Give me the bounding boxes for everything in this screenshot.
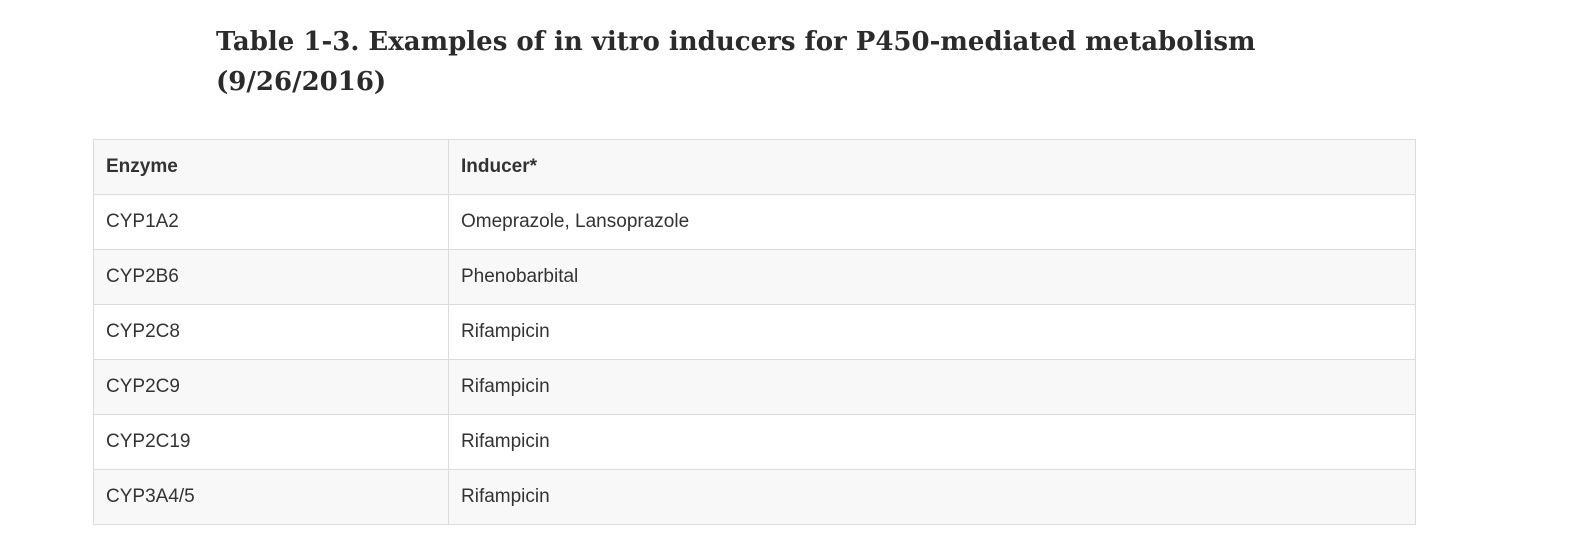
table-row: CYP2B6 Phenobarbital xyxy=(93,249,1416,305)
column-header-inducer: Inducer* xyxy=(448,139,1416,195)
table-row: CYP2C8 Rifampicin xyxy=(93,304,1416,360)
inducer-cell: Omeprazole, Lansoprazole xyxy=(448,194,1416,250)
inducer-cell: Rifampicin xyxy=(448,414,1416,470)
enzyme-cell: CYP1A2 xyxy=(93,194,449,250)
inducer-cell: Rifampicin xyxy=(448,469,1416,525)
table-row: CYP3A4/5 Rifampicin xyxy=(93,469,1416,525)
table-row: CYP2C9 Rifampicin xyxy=(93,359,1416,415)
enzyme-cell: CYP2B6 xyxy=(93,249,449,305)
inducers-table: Enzyme Inducer* CYP1A2 Omeprazole, Lanso… xyxy=(93,139,1416,525)
enzyme-cell: CYP2C8 xyxy=(93,304,449,360)
header-row: Enzyme Inducer* xyxy=(93,139,1416,195)
table-caption: Table 1-3. Examples of in vitro inducers… xyxy=(216,27,1256,97)
table-row: CYP2C19 Rifampicin xyxy=(93,414,1416,470)
enzyme-cell: CYP2C19 xyxy=(93,414,449,470)
enzyme-cell: CYP2C9 xyxy=(93,359,449,415)
table-header: Enzyme Inducer* xyxy=(93,139,1416,195)
inducer-cell: Rifampicin xyxy=(448,359,1416,415)
inducer-cell: Phenobarbital xyxy=(448,249,1416,305)
table-body: CYP1A2 Omeprazole, Lansoprazole CYP2B6 P… xyxy=(93,194,1416,525)
column-header-enzyme: Enzyme xyxy=(93,139,449,195)
inducer-cell: Rifampicin xyxy=(448,304,1416,360)
table-row: CYP1A2 Omeprazole, Lansoprazole xyxy=(93,194,1416,250)
enzyme-cell: CYP3A4/5 xyxy=(93,469,449,525)
